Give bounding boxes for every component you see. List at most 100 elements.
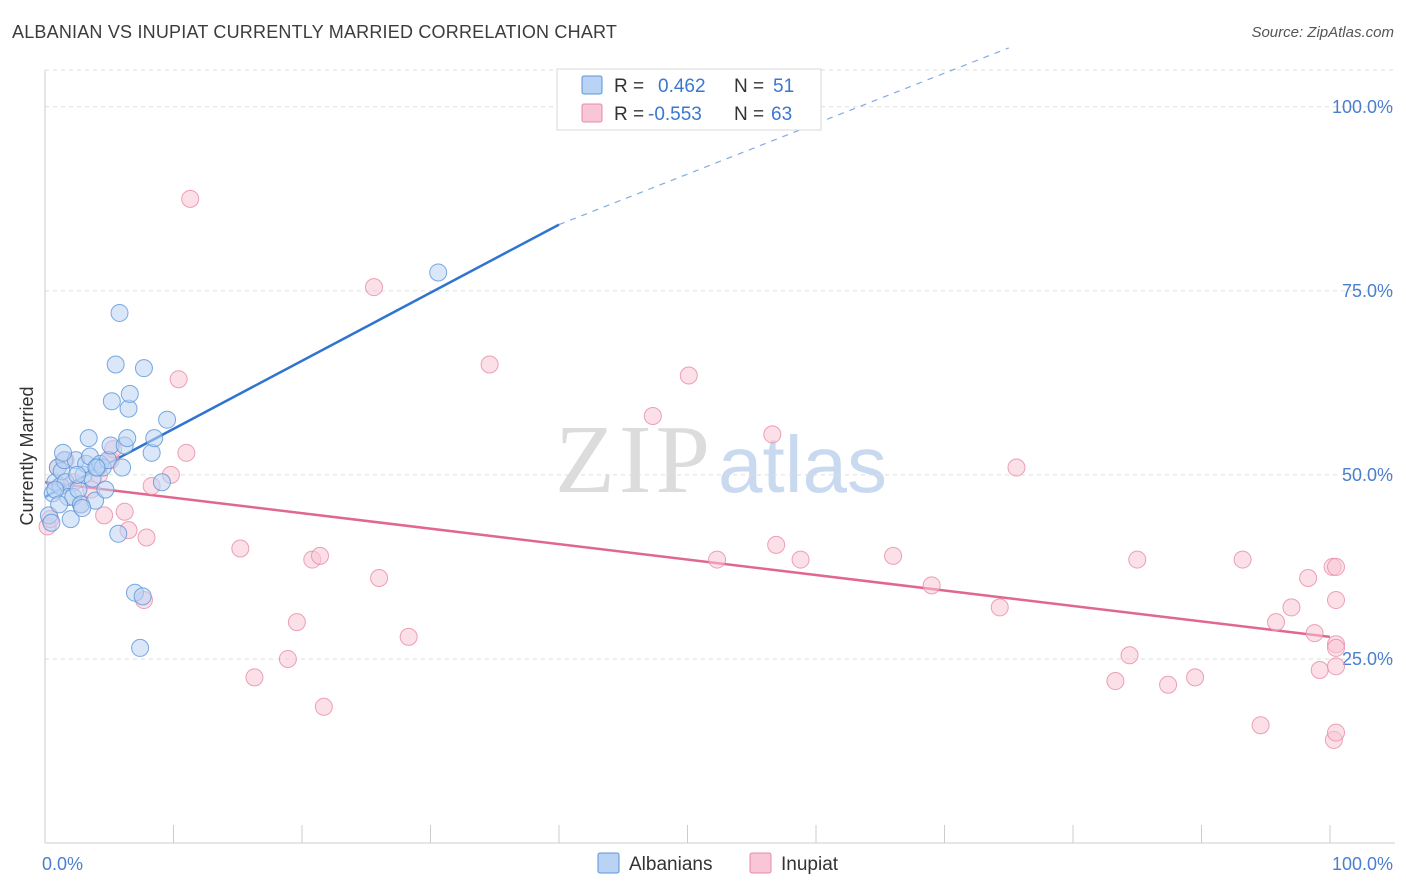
- data-points: [38, 189, 1345, 749]
- albanian-point: [50, 495, 69, 514]
- inupiat-point: [1327, 591, 1345, 610]
- legend-n-label-2: N =: [734, 104, 764, 125]
- inupiat-point: [177, 443, 196, 462]
- legend-n-label-1: N =: [734, 76, 764, 97]
- legend-n-value-2: 63: [771, 104, 792, 125]
- albanian-point: [61, 510, 80, 529]
- inupiat-point: [137, 528, 156, 547]
- watermark-zip: ZIP: [555, 406, 714, 514]
- inupiat-point: [314, 697, 333, 716]
- legend-swatch-inupiat: [581, 103, 603, 123]
- inupiat-point: [1282, 598, 1301, 617]
- correlation-legend: R = 0.462 N = 51 R = -0.553 N = 63: [556, 68, 822, 131]
- inupiat-point: [1327, 723, 1345, 742]
- legend-swatch-albanians: [581, 75, 603, 95]
- albanian-point: [145, 429, 164, 448]
- inupiat-point: [708, 550, 727, 569]
- inupiat-point: [643, 407, 662, 426]
- inupiat-point: [1327, 557, 1345, 576]
- albanian-point: [120, 384, 139, 403]
- inupiat-point: [1159, 675, 1178, 694]
- inupiat-point: [169, 370, 188, 389]
- albanian-point: [142, 443, 161, 462]
- inupiat-point: [95, 506, 114, 525]
- albanian-point: [87, 458, 106, 477]
- albanian-point: [106, 355, 125, 374]
- axes: 25.0% 50.0% 75.0% 100.0% 0.0% 100.0%: [42, 70, 1395, 874]
- albanian-point: [42, 513, 61, 532]
- y-axis-label: Currently Married: [17, 386, 37, 525]
- y-tick-label: 50.0%: [1342, 465, 1393, 485]
- legend-r-value-2: -0.553: [648, 104, 702, 125]
- inupiat-point: [245, 668, 264, 687]
- inupiat-point: [231, 539, 250, 558]
- inupiat-point: [181, 189, 200, 208]
- inupiat-point: [990, 598, 1009, 617]
- chart-title: ALBANIAN VS INUPIAT CURRENTLY MARRIED CO…: [12, 22, 618, 42]
- inupiat-point: [1007, 458, 1026, 477]
- albanian-point: [133, 587, 152, 606]
- inupiat-point: [1267, 613, 1286, 632]
- y-tick-label: 25.0%: [1342, 649, 1393, 669]
- legend-r-label-2: R =: [614, 104, 644, 125]
- albanian-point: [109, 524, 128, 543]
- inupiat-point: [1251, 716, 1270, 735]
- inupiat-point: [1305, 624, 1324, 643]
- albanian-point: [53, 443, 72, 462]
- inupiat-point: [370, 568, 389, 587]
- inupiat-point: [278, 649, 297, 668]
- inupiat-point: [679, 366, 698, 385]
- bottom-legend-albanians: Albanians: [629, 854, 712, 875]
- inupiat-point: [884, 546, 903, 565]
- inupiat-point: [763, 425, 782, 444]
- gridlines: [45, 69, 1395, 660]
- bottom-legend-swatch-inupiat: [749, 852, 772, 874]
- inupiat-point: [767, 535, 786, 554]
- albanian-point: [118, 429, 137, 448]
- source-label: Source: ZipAtlas.com: [1251, 24, 1394, 41]
- inupiat-point: [364, 278, 383, 297]
- legend-r-value-1: 0.462: [658, 76, 706, 97]
- inupiat-point: [480, 355, 499, 374]
- bottom-legend-inupiat: Inupiat: [781, 854, 839, 875]
- legend-n-value-1: 51: [773, 76, 794, 97]
- albanian-point: [110, 303, 129, 322]
- inupiat-point: [287, 613, 306, 632]
- watermark-atlas: atlas: [718, 420, 887, 509]
- albanian-point: [68, 465, 87, 484]
- x-tick-label-max: 100.0%: [1332, 854, 1393, 874]
- inupiat-point: [1233, 550, 1252, 569]
- y-tick-label: 100.0%: [1332, 97, 1393, 117]
- x-tick-label-min: 0.0%: [42, 854, 83, 874]
- albanian-point: [96, 480, 115, 499]
- albanian-point: [429, 263, 448, 282]
- inupiat-point: [1327, 638, 1345, 657]
- albanian-point: [102, 392, 121, 411]
- albanian-point: [152, 473, 171, 492]
- inupiat-point: [1327, 657, 1345, 676]
- albanian-point: [46, 480, 65, 499]
- inupiat-point: [310, 546, 329, 565]
- albanian-point: [73, 499, 92, 518]
- albanian-point: [134, 359, 153, 378]
- inupiat-point: [1120, 646, 1139, 665]
- inupiat-point: [399, 627, 418, 646]
- albanian-point: [79, 429, 98, 448]
- inupiat-trend-line: [44, 481, 1331, 639]
- inupiat-point: [1310, 660, 1329, 679]
- inupiat-point: [1299, 568, 1318, 587]
- inupiat-point: [1106, 672, 1125, 691]
- inupiat-point: [922, 576, 941, 595]
- albanian-point: [131, 638, 150, 657]
- albanian-point: [158, 410, 177, 429]
- inupiat-point: [1186, 668, 1205, 687]
- series-legend: Albanians Inupiat: [597, 852, 839, 875]
- inupiat-point: [791, 550, 810, 569]
- bottom-legend-swatch-albanians: [597, 852, 620, 874]
- albanian-trend-extension: [558, 47, 1009, 226]
- inupiat-point: [115, 502, 134, 521]
- y-tick-label: 75.0%: [1342, 281, 1393, 301]
- legend-r-label-1: R =: [614, 76, 644, 97]
- inupiat-point: [1128, 550, 1147, 569]
